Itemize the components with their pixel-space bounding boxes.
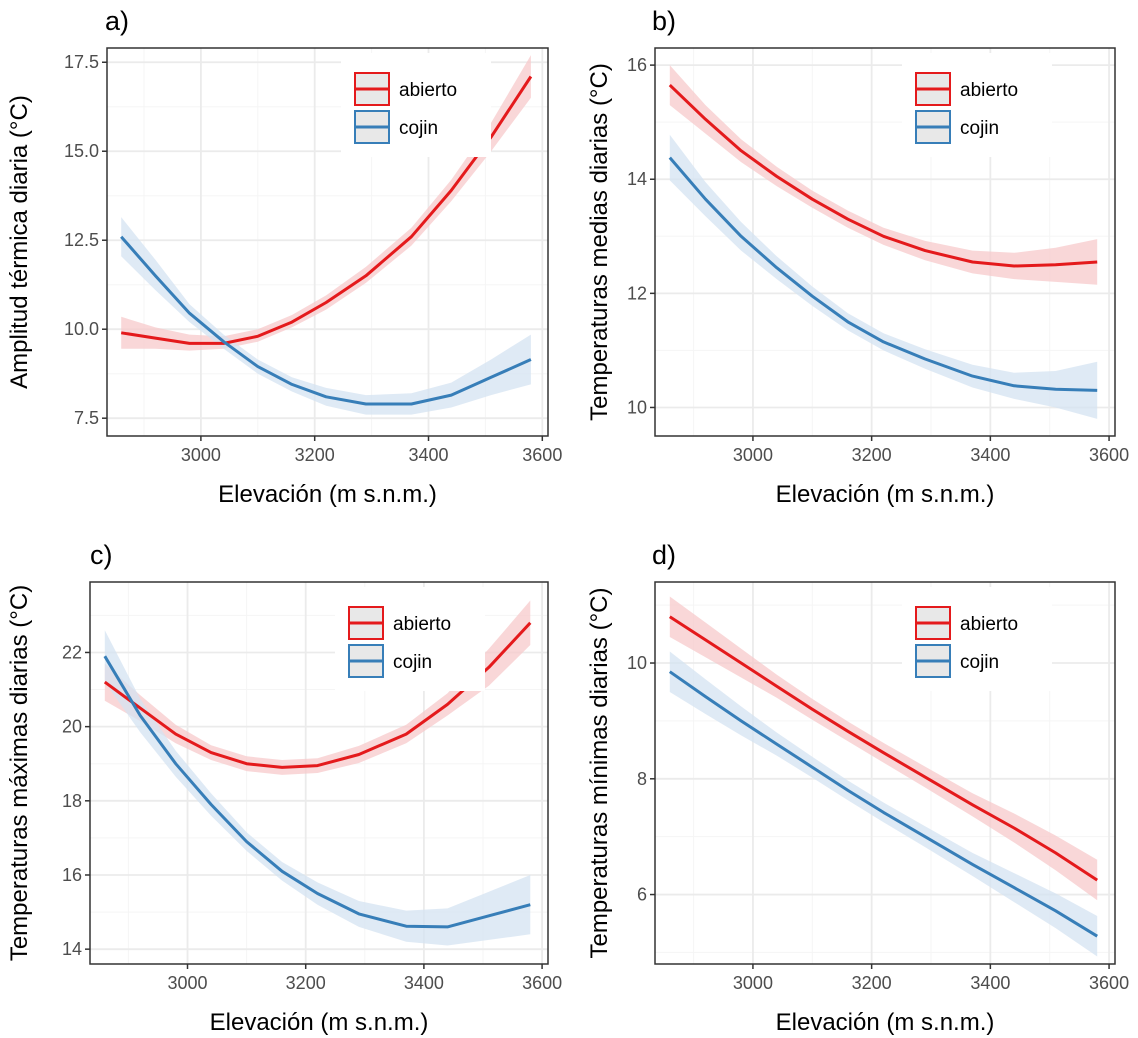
legend-key-cojin: cojin <box>915 644 999 678</box>
y-tick-label: 12 <box>627 283 647 303</box>
series-line-cojin <box>103 655 531 929</box>
y-tick-label: 10 <box>627 653 647 673</box>
y-tick-label: 15.0 <box>64 141 99 161</box>
axes: 3000 3200 3400 3600 6 8 10 <box>627 653 1129 993</box>
y-tick-label: 17.5 <box>64 52 99 72</box>
confidence-band-abierto <box>104 600 531 775</box>
legend: abierto cojin <box>902 587 1052 691</box>
x-tick-label: 3000 <box>181 445 221 465</box>
y-axis-title: Amplitud térmica diaria (°C) <box>6 95 33 389</box>
plot-area <box>103 600 532 946</box>
series-line-cojin <box>120 235 532 406</box>
y-tick-label: 10.0 <box>64 319 99 339</box>
y-tick-label: 7.5 <box>74 408 99 428</box>
y-tick-label: 16 <box>627 55 647 75</box>
y-tick-label: 10 <box>627 397 647 417</box>
legend-key-abierto: abierto <box>348 606 451 640</box>
panel-b: abierto cojin 3000 3200 3400 3600 10 12 14 16 Elev… <box>586 6 1129 508</box>
legend-label-cojin: cojin <box>960 652 999 673</box>
series-line-cojin <box>668 156 1098 392</box>
x-axis-title: Elevación (m s.n.m.) <box>218 481 437 508</box>
legend-label-cojin: cojin <box>960 118 999 139</box>
x-tick-label: 3400 <box>408 445 448 465</box>
legend-key-cojin: cojin <box>348 644 432 678</box>
y-axis-title: Temperaturas máximas diarias (°C) <box>6 585 33 961</box>
x-axis-title: Elevación (m s.n.m.) <box>210 1009 429 1036</box>
x-axis-title: Elevación (m s.n.m.) <box>776 1009 995 1036</box>
panel-d: abierto cojin 3000 3200 3400 3600 6 8 10 Elevació… <box>586 540 1129 1036</box>
x-axis-title: Elevación (m s.n.m.) <box>776 481 995 508</box>
legend-label-abierto: abierto <box>960 614 1018 635</box>
panel-tag: d) <box>652 540 676 570</box>
legend-label-abierto: abierto <box>960 80 1018 101</box>
x-tick-label: 3600 <box>522 973 562 993</box>
legend-key-abierto: abierto <box>915 606 1018 640</box>
panel-a: abierto cojin 3000 3200 3400 3600 7.5 10.0 12.5 1… <box>6 6 562 508</box>
confidence-band-cojin <box>669 651 1098 957</box>
confidence-band-abierto <box>121 55 531 351</box>
panel-c: abierto cojin 3000 3200 3400 3600 14 16 18 20 22 El… <box>6 540 562 1036</box>
confidence-band-cojin <box>121 217 531 415</box>
series-line-abierto <box>668 84 1098 268</box>
y-tick-label: 14 <box>62 939 82 959</box>
x-tick-label: 3400 <box>970 973 1010 993</box>
legend-label-cojin: cojin <box>399 118 438 139</box>
legend: abierto cojin <box>341 53 491 157</box>
confidence-band-abierto <box>669 65 1098 285</box>
x-tick-label: 3200 <box>852 973 892 993</box>
x-tick-label: 3200 <box>295 445 335 465</box>
y-tick-label: 12.5 <box>64 230 99 250</box>
plot-area <box>668 65 1098 419</box>
y-axis-title: Temperaturas medias diarias (°C) <box>586 63 613 421</box>
y-tick-label: 20 <box>62 717 82 737</box>
series-line-abierto <box>120 75 533 345</box>
legend-key-abierto: abierto <box>915 72 1018 106</box>
x-tick-label: 3000 <box>733 445 773 465</box>
series-line-cojin <box>668 670 1098 938</box>
axes: 3000 3200 3400 3600 14 16 18 20 22 <box>62 642 562 993</box>
panel-tag: c) <box>90 540 113 570</box>
axes: 3000 3200 3400 3600 10 12 14 16 <box>627 55 1129 465</box>
panel-tag: a) <box>105 6 129 36</box>
panel-border <box>89 581 549 965</box>
y-axis-title: Temperaturas mínimas diarias (°C) <box>586 587 613 958</box>
x-tick-label: 3200 <box>852 445 892 465</box>
y-tick-label: 18 <box>62 791 82 811</box>
legend-key-cojin: cojin <box>354 110 438 144</box>
axes: 3000 3200 3400 3600 7.5 10.0 12.5 15.0 17.5 <box>64 52 562 465</box>
series-line-abierto <box>668 615 1099 882</box>
y-tick-label: 8 <box>637 769 647 789</box>
x-tick-label: 3000 <box>733 973 773 993</box>
x-tick-label: 3600 <box>522 445 562 465</box>
legend: abierto cojin <box>902 53 1052 157</box>
plot-area <box>120 55 533 415</box>
panel-tag: b) <box>652 6 676 36</box>
legend-label-abierto: abierto <box>399 80 457 101</box>
x-tick-label: 3400 <box>970 445 1010 465</box>
legend-key-cojin: cojin <box>915 110 999 144</box>
legend-label-cojin: cojin <box>393 652 432 673</box>
legend-key-abierto: abierto <box>354 72 457 106</box>
series-line-abierto <box>103 621 532 769</box>
x-tick-label: 3200 <box>286 973 326 993</box>
x-tick-label: 3000 <box>167 973 207 993</box>
confidence-band-cojin <box>104 630 531 946</box>
plot-area <box>668 596 1099 957</box>
y-tick-label: 14 <box>627 169 647 189</box>
y-tick-label: 6 <box>637 885 647 905</box>
legend-label-abierto: abierto <box>393 614 451 635</box>
y-tick-label: 22 <box>62 642 82 662</box>
x-tick-label: 3600 <box>1089 973 1129 993</box>
legend: abierto cojin <box>335 587 485 691</box>
x-tick-label: 3400 <box>404 973 444 993</box>
panel-border <box>654 47 1116 437</box>
confidence-band-abierto <box>669 596 1098 901</box>
y-tick-label: 16 <box>62 865 82 885</box>
panel-border <box>106 47 549 437</box>
x-tick-label: 3600 <box>1089 445 1129 465</box>
panel-border <box>654 581 1116 965</box>
